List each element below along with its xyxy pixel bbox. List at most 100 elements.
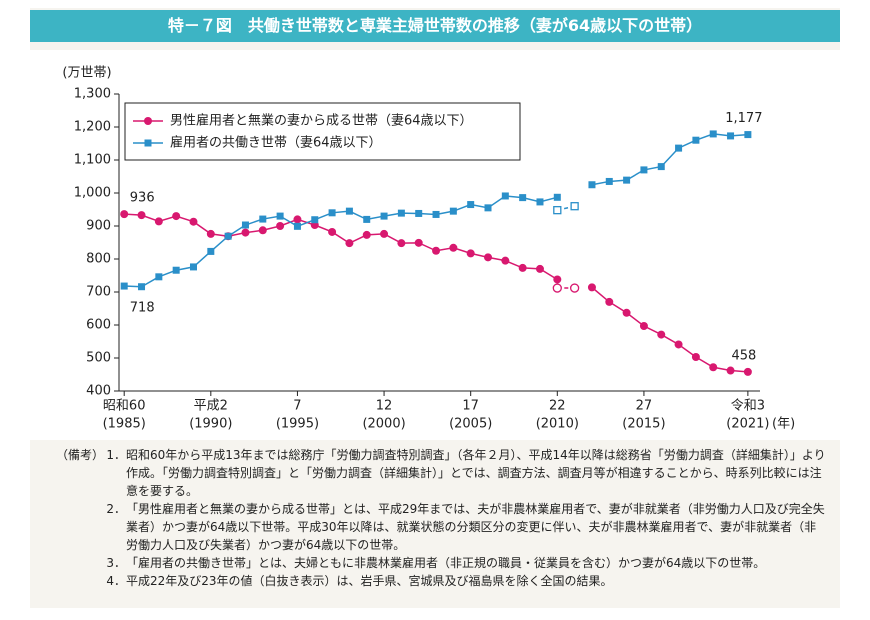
- legend-label: 雇用者の共働き世帯（妻64歳以下）: [170, 135, 382, 151]
- data-label: 718: [130, 301, 155, 316]
- point: [380, 229, 389, 238]
- x-tick-label: 12: [376, 399, 393, 414]
- x-tick-label: (2021): [726, 417, 769, 432]
- point: [154, 217, 163, 226]
- point: [172, 266, 180, 274]
- x-tick-label: (1990): [189, 417, 232, 432]
- point: [657, 163, 665, 171]
- point: [138, 283, 146, 291]
- point: [536, 198, 544, 206]
- point: [258, 226, 267, 235]
- point: [397, 209, 405, 217]
- point: [605, 297, 614, 306]
- point: [553, 193, 561, 201]
- y-tick-label: 500: [86, 351, 111, 366]
- y-tick-label: 1,200: [74, 120, 111, 135]
- spacer: [56, 572, 106, 590]
- point: [692, 136, 700, 144]
- note-number: 2．: [106, 502, 126, 516]
- point: [293, 215, 302, 224]
- data-label: 936: [130, 191, 155, 206]
- x-tick-label: (1995): [276, 417, 319, 432]
- legend-box: [124, 102, 521, 161]
- note-number: 4．: [106, 574, 126, 588]
- point: [467, 201, 475, 209]
- x-tick-label: (2000): [362, 417, 405, 432]
- spacer: [56, 554, 106, 572]
- legend-marker: [144, 117, 152, 125]
- point: [120, 282, 128, 290]
- x-tick-label: (2005): [449, 417, 492, 432]
- point: [362, 230, 371, 239]
- point: [120, 210, 129, 219]
- point: [588, 181, 596, 189]
- point: [328, 227, 337, 236]
- point: [206, 229, 215, 238]
- x-tick-label: 7: [293, 399, 301, 414]
- x-tick-label: 17: [462, 399, 479, 414]
- point: [743, 367, 752, 376]
- point: [224, 232, 232, 240]
- point: [709, 363, 718, 372]
- point: [675, 144, 683, 152]
- point: [639, 321, 648, 330]
- point: [449, 243, 458, 252]
- point: [293, 222, 301, 230]
- y-tick-label: 800: [86, 252, 111, 267]
- point: [570, 202, 579, 211]
- point: [674, 340, 683, 349]
- x-tick-label: (1985): [103, 417, 146, 432]
- point: [744, 131, 752, 139]
- point: [709, 130, 717, 138]
- point: [172, 212, 181, 221]
- point: [432, 246, 441, 255]
- note-text: 昭和60年から平成13年までは総務庁「労働力調査特別調査」（各年２月）、平成14…: [126, 448, 826, 498]
- x-tick-label: 平成2: [194, 399, 228, 414]
- legend-marker: [144, 139, 152, 147]
- point: [484, 253, 493, 262]
- note-text: 「男性雇用者と無業の妻から成る世帯」とは、平成29年までは、夫が非農林業雇用者で…: [126, 502, 825, 552]
- point: [380, 212, 388, 220]
- point: [501, 192, 509, 200]
- point: [535, 264, 544, 273]
- point: [241, 221, 249, 229]
- point: [587, 283, 596, 292]
- point: [155, 273, 163, 281]
- point: [276, 222, 285, 230]
- point: [415, 209, 423, 217]
- point: [189, 263, 197, 271]
- point: [569, 283, 580, 293]
- spacer: [56, 500, 106, 554]
- note-number: 1．: [106, 448, 126, 462]
- point: [276, 212, 284, 220]
- y-tick-label: 700: [86, 285, 111, 300]
- point: [189, 217, 198, 226]
- point: [605, 177, 613, 185]
- data-label: 1,177: [725, 111, 762, 126]
- y-tick-label: 900: [86, 219, 111, 234]
- point: [657, 330, 666, 339]
- y-tick-label: 1,300: [74, 87, 111, 102]
- y-tick-label: 600: [86, 318, 111, 333]
- point: [623, 176, 631, 184]
- x-tick-label: 27: [636, 399, 653, 414]
- y-tick-label: 400: [86, 384, 111, 399]
- point: [345, 239, 354, 248]
- point: [363, 215, 371, 223]
- notes-label: （備考）: [56, 448, 105, 462]
- x-unit: (年): [772, 417, 795, 432]
- point: [484, 204, 492, 212]
- point: [726, 366, 735, 375]
- point: [553, 206, 562, 215]
- x-tick-label: 22: [549, 399, 566, 414]
- x-tick-label: (2010): [536, 417, 579, 432]
- x-tick-label: 令和3: [731, 399, 765, 414]
- notes: （備考） 1． 昭和60年から平成13年までは総務庁「労働力調査特別調査」（各年２月…: [56, 446, 836, 590]
- point: [137, 211, 146, 220]
- point: [397, 239, 406, 248]
- point: [432, 210, 440, 218]
- chart-title: 特－７図 共働き世帯数と専業主婦世帯数の推移（妻が64歳以下の世帯）: [30, 10, 840, 42]
- point: [345, 207, 353, 215]
- point: [553, 275, 562, 284]
